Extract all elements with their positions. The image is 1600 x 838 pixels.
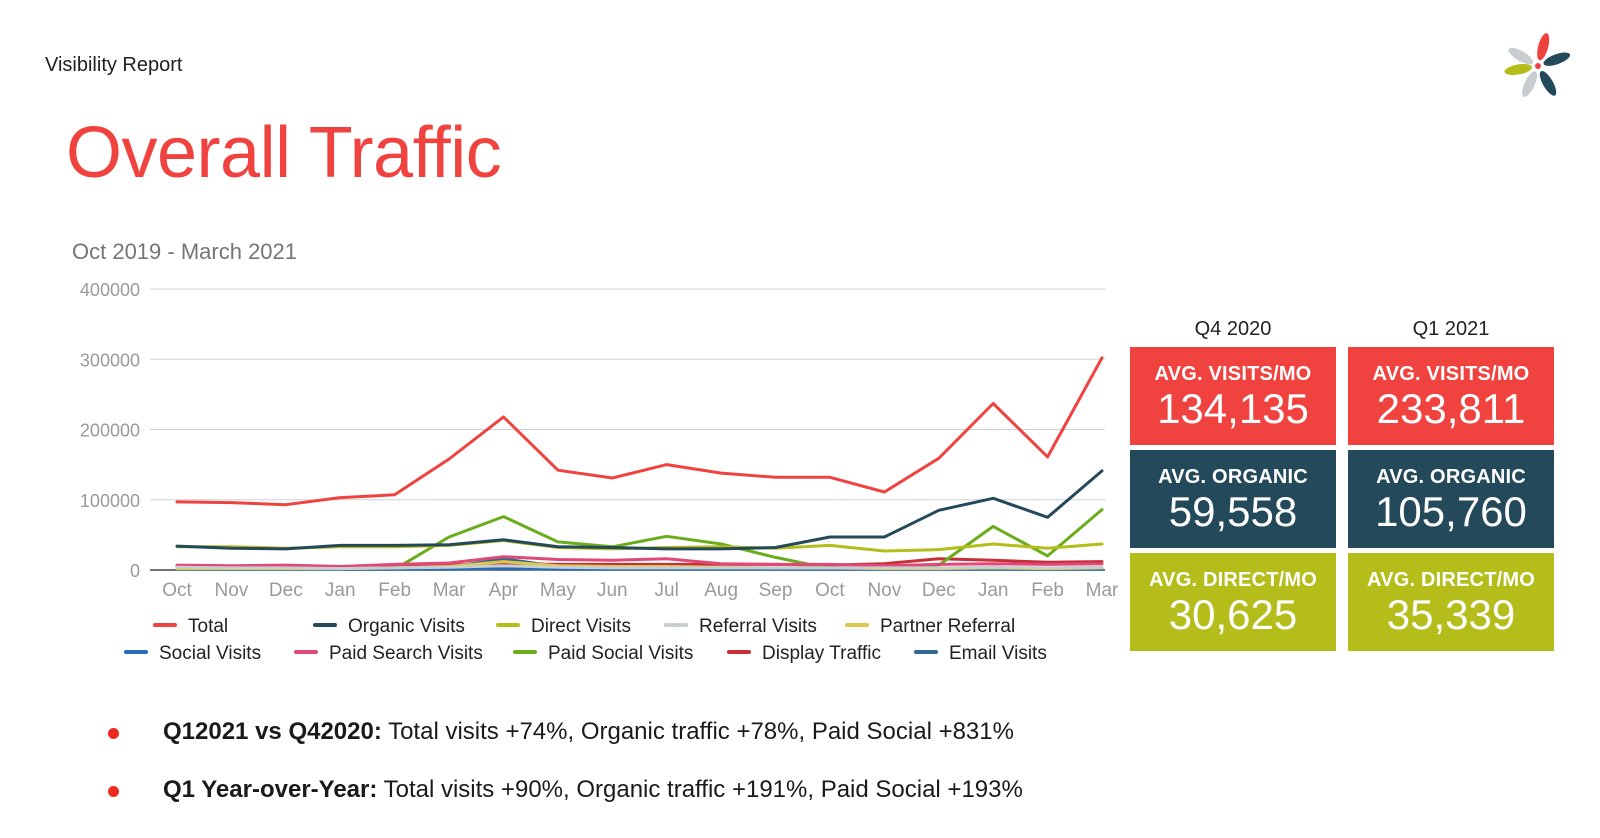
kpi-label: AVG. VISITS/MO <box>1372 363 1530 385</box>
summary-bullets: Q12021 vs Q42020: Total visits +74%, Org… <box>108 712 1208 828</box>
kpi-label: AVG. ORGANIC <box>1376 466 1526 488</box>
x-tick-label: Feb <box>378 580 411 601</box>
x-tick-label: Feb <box>1031 580 1064 601</box>
kpi-heading-q1-2021: Q1 2021 <box>1412 318 1490 340</box>
bullet-strong: Q1 Year-over-Year: <box>163 776 378 803</box>
legend-label: Paid Social Visits <box>548 643 693 664</box>
legend-label: Partner Referral <box>880 616 1015 637</box>
x-tick-label: Sep <box>759 580 793 601</box>
report-label: Visibility Report <box>45 54 183 76</box>
kpi-label: AVG. VISITS/MO <box>1154 363 1312 385</box>
y-tick-label: 200000 <box>80 421 140 441</box>
x-tick-label: Mar <box>1086 580 1119 601</box>
legend-label: Total <box>188 616 228 637</box>
chart-title: Oct 2019 - March 2021 <box>72 239 297 264</box>
chart-svg: Oct 2019 - March 2021 0 100000 200000 300000… <box>72 239 1119 664</box>
bullet-text: Total visits +90%, Organic traffic +191%… <box>377 776 1023 803</box>
x-tick-label: Aug <box>704 580 738 601</box>
kpi-q1-visits-card: AVG. VISITS/MO 233,811 <box>1348 347 1554 445</box>
kpi-label: AVG. DIRECT/MO <box>1149 569 1317 591</box>
legend-label: Display Traffic <box>762 643 881 664</box>
x-tick-label: Apr <box>489 580 519 601</box>
x-tick-label: Jan <box>325 580 356 601</box>
kpi-value: 134,135 <box>1157 385 1309 432</box>
flower-logo-icon <box>1504 33 1571 97</box>
x-tick-label: Mar <box>433 580 466 601</box>
legend-label: Organic Visits <box>348 616 465 637</box>
x-tick-label: May <box>540 580 576 601</box>
kpi-value: 30,625 <box>1168 591 1298 638</box>
x-tick-label: Oct <box>162 580 192 601</box>
series-line <box>175 356 1104 507</box>
x-tick-label: Jan <box>978 580 1009 601</box>
series-line <box>175 555 1104 568</box>
kpi-value: 59,558 <box>1168 488 1298 535</box>
kpi-heading-q4-2020: Q4 2020 <box>1194 318 1272 340</box>
x-tick-label: Nov <box>215 580 249 601</box>
legend-label: Social Visits <box>159 643 261 664</box>
bullet-dot-icon <box>108 786 119 797</box>
traffic-line-chart: Oct 2019 - March 2021 0 100000 200000 300000… <box>60 230 1140 680</box>
summary-bullet: Q12021 vs Q42020: Total visits +74%, Org… <box>108 712 1208 770</box>
bullet-text: Total visits +74%, Organic traffic +78%,… <box>381 718 1014 745</box>
y-tick-label: 100000 <box>80 491 140 511</box>
x-tick-label: Jun <box>597 580 628 601</box>
legend-label: Direct Visits <box>531 616 631 637</box>
series-line <box>175 564 1104 571</box>
kpi-value: 105,760 <box>1375 488 1527 535</box>
y-tick-label: 0 <box>130 561 140 581</box>
x-tick-label: Oct <box>815 580 845 601</box>
x-tick-label: Dec <box>269 580 303 601</box>
legend-label: Email Visits <box>949 643 1047 664</box>
legend-label: Paid Search Visits <box>329 643 483 664</box>
series-line <box>175 469 1104 551</box>
y-tick-label: 400000 <box>80 280 140 300</box>
kpi-q1-direct-card: AVG. DIRECT/MO 35,339 <box>1348 553 1554 651</box>
kpi-label: AVG. DIRECT/MO <box>1367 569 1535 591</box>
x-tick-label: Nov <box>867 580 901 601</box>
page-title: Overall Traffic <box>66 113 502 193</box>
kpi-value: 35,339 <box>1386 591 1516 638</box>
kpi-q4-visits-card: AVG. VISITS/MO 134,135 <box>1130 347 1336 445</box>
x-tick-label: Jul <box>655 580 679 601</box>
kpi-q4-direct-card: AVG. DIRECT/MO 30,625 <box>1130 553 1336 651</box>
bullet-dot-icon <box>108 728 119 739</box>
kpi-q1-organic-card: AVG. ORGANIC 105,760 <box>1348 450 1554 548</box>
bullet-strong: Q12021 vs Q42020: <box>163 718 382 745</box>
y-tick-label: 300000 <box>80 350 140 370</box>
kpi-q4-organic-card: AVG. ORGANIC 59,558 <box>1130 450 1336 548</box>
legend-label: Referral Visits <box>699 616 817 637</box>
summary-bullet: Q1 Year-over-Year: Total visits +90%, Or… <box>108 770 1208 828</box>
kpi-value: 233,811 <box>1376 385 1526 432</box>
kpi-label: AVG. ORGANIC <box>1158 466 1308 488</box>
x-tick-label: Dec <box>922 580 956 601</box>
